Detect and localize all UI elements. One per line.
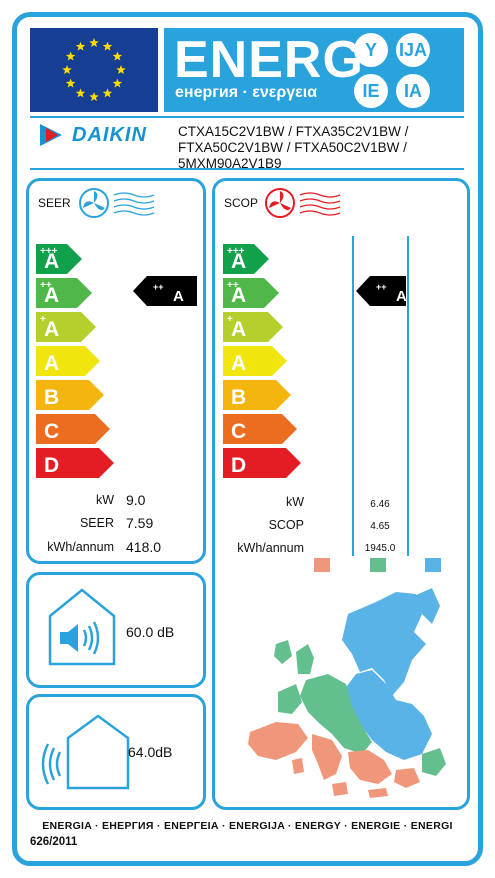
- scop-class-letter: A: [231, 352, 247, 375]
- seer-seer-label: SEER: [79, 516, 114, 530]
- seer-kw-value: 9.0: [126, 492, 146, 508]
- seer-rating-indicator: A ++: [133, 276, 197, 306]
- scop-class-letter: B: [231, 386, 247, 409]
- seer-class-plus: +: [40, 314, 46, 325]
- seer-rating-plus: ++: [153, 282, 164, 292]
- seer-class-letter: D: [44, 454, 60, 477]
- eu-star-icon: [65, 78, 76, 88]
- seer-seer-value: 7.59: [126, 515, 154, 531]
- header-divider-bottom: [30, 168, 464, 170]
- scop-kwh-label: kWh/annum: [237, 541, 304, 555]
- scop-class-letter: D: [231, 454, 247, 477]
- outdoor-noise-value: 64.0dB: [128, 744, 173, 760]
- eu-stars-icon: [62, 38, 126, 102]
- seer-class-arrow: A: [36, 346, 100, 376]
- eu-star-icon: [102, 88, 113, 98]
- eu-star-icon: [102, 41, 113, 51]
- model-line: CTXA15C2V1BW / FTXA35C2V1BW /: [178, 124, 409, 139]
- seer-class-arrow: A +: [36, 312, 96, 342]
- seer-panel: [26, 178, 206, 564]
- eu-flag: [30, 28, 158, 112]
- seer-class-plus: ++: [40, 280, 52, 291]
- seer-class-letter: A: [44, 352, 60, 375]
- eu-star-icon: [112, 51, 123, 61]
- climate-cold-swatch: [425, 558, 441, 572]
- seer-kwh-label: kWh/annum: [47, 540, 114, 554]
- climate-warm-swatch: [314, 558, 330, 572]
- eu-star-icon: [75, 41, 86, 51]
- scop-class-arrow: A +: [223, 312, 283, 342]
- seer-kw-label: kW: [95, 493, 114, 507]
- scop-title: SCOP: [224, 196, 259, 210]
- seer-class-letter: A: [44, 284, 60, 307]
- suffix-ija: IJA: [396, 33, 430, 67]
- indoor-noise-panel: [26, 572, 206, 688]
- regulation-number: 626/2011: [30, 836, 78, 848]
- europe-climate-map: [248, 588, 446, 798]
- outdoor-noise-panel: [26, 694, 206, 810]
- outdoor-sound-icon: [41, 714, 130, 790]
- scop-class-letter: A: [231, 284, 247, 307]
- scop-kwh-value: 1945.0: [364, 543, 396, 554]
- scop-class-plus: ++: [227, 280, 239, 291]
- energy-title-block: ENERG енергия · ενεργεια Y IJA IE IA: [164, 28, 464, 112]
- model-line: 5MXM90A2V1B9: [178, 156, 282, 171]
- eu-star-icon: [112, 78, 123, 88]
- scop-scop-value: 4.65: [370, 521, 390, 532]
- eu-star-icon: [89, 38, 99, 48]
- model-list: CTXA15C2V1BW / FTXA35C2V1BW / FTXA50C2V1…: [178, 124, 458, 172]
- seer-kwh-value: 418.0: [126, 539, 162, 555]
- scop-panel: [212, 178, 470, 810]
- scop-class-plus: +++: [227, 246, 245, 257]
- heating-fan-icon: [265, 188, 341, 218]
- scop-class-arrow: B: [223, 380, 291, 410]
- climate-average-swatch: [370, 558, 386, 572]
- scop-scop-label: SCOP: [268, 518, 304, 532]
- seer-class-letter: A: [44, 250, 60, 273]
- cooling-fan-icon: [79, 188, 155, 218]
- suffix-y: Y: [354, 33, 388, 67]
- brand-name: DAIKIN: [72, 124, 147, 146]
- model-line: FTXA50C2V1BW / FTXA50C2V1BW /: [178, 140, 407, 155]
- eu-star-icon: [116, 65, 126, 75]
- scop-column-divider: [407, 236, 409, 556]
- indoor-speaker-icon: [48, 588, 116, 666]
- seer-class-arrow: B: [36, 380, 104, 410]
- scop-class-arrow: D: [223, 448, 301, 478]
- scop-class-letter: C: [231, 420, 247, 443]
- seer-rating-letter: A: [173, 288, 184, 305]
- seer-class-plus: +++: [40, 246, 58, 257]
- scop-kw-value: 6.46: [370, 499, 390, 510]
- eu-star-icon: [75, 88, 86, 98]
- scop-rating-plus: ++: [376, 282, 387, 292]
- energ-subtitle: енергия · ενεργεια: [175, 84, 318, 101]
- scop-class-arrow: C: [223, 414, 297, 444]
- suffix-ie: IE: [354, 74, 388, 108]
- daikin-logo-icon: [40, 124, 62, 146]
- seer-class-letter: B: [44, 386, 60, 409]
- scop-class-letter: A: [231, 318, 247, 341]
- energ-title: ENERG: [174, 31, 364, 89]
- indoor-noise-value: 60.0 dB: [126, 624, 175, 640]
- eu-star-icon: [65, 51, 76, 61]
- scop-column-divider: [352, 236, 354, 556]
- seer-class-arrow: C: [36, 414, 110, 444]
- scop-kw-label: kW: [285, 495, 304, 509]
- seer-title: SEER: [38, 196, 71, 210]
- eu-star-icon: [89, 92, 99, 102]
- eu-star-icon: [62, 65, 72, 75]
- header-divider-top: [30, 116, 464, 118]
- scop-class-plus: +: [227, 314, 233, 325]
- seer-class-letter: A: [44, 318, 60, 341]
- seer-class-letter: C: [44, 420, 60, 443]
- label-frame: [12, 12, 483, 866]
- seer-class-arrow: D: [36, 448, 114, 478]
- scop-class-letter: A: [231, 250, 247, 273]
- scop-rating-letter: A: [396, 288, 407, 305]
- footer-energy-words: ENERGIA · ЕНЕРГИЯ · ΕΝΕΡΓΕΙΑ · ENERGIJA …: [42, 820, 453, 832]
- scop-class-arrow: A: [223, 346, 287, 376]
- suffix-ia: IA: [396, 74, 430, 108]
